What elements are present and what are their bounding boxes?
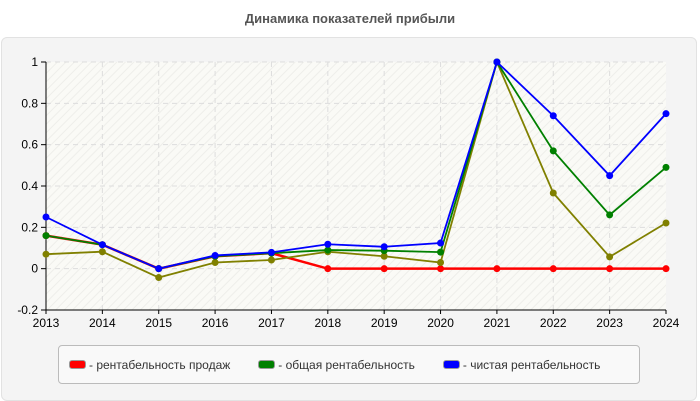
data-point [380,243,388,251]
data-point [437,239,445,247]
y-tick-label: 0 [31,262,38,276]
legend-swatch [258,360,276,369]
x-tick-label: 2016 [202,316,229,330]
data-point [606,253,614,261]
data-point [606,172,614,180]
legend-item: - чистая рентабельность [442,357,601,372]
data-point [98,241,106,249]
series-line-2 [45,60,667,270]
data-point [267,256,275,264]
data-point [324,246,332,254]
legend-label: - общая рентабельность [278,357,415,372]
data-point [662,219,670,227]
y-tick-label: 1 [31,55,38,69]
data-point [98,248,106,256]
data-point [549,112,557,120]
data-point [606,265,614,273]
data-point [662,163,670,171]
y-tick-label: 0.8 [21,96,38,110]
legend-item: - общая рентабельность [258,358,415,372]
legend-label: - рентабельность продаж [89,357,231,372]
x-tick-label: 2013 [33,316,60,330]
data-point [211,258,219,266]
legend-label: - чистая рентабельность [462,357,601,372]
y-tick-label: 0.6 [21,138,38,152]
data-point [549,265,557,273]
data-point [549,189,557,197]
data-point [549,147,557,155]
data-point [324,240,332,248]
legend-swatch [69,360,86,369]
x-tick-label: 2019 [371,316,398,330]
data-point [42,232,50,240]
x-tick-label: 2022 [540,316,567,330]
data-point [211,251,219,259]
data-point [267,248,275,256]
legend: - рентабельность продаж - общая рентабель… [58,345,640,384]
x-tick-label: 2021 [484,316,511,330]
data-point [324,265,332,273]
y-tick-label: -0.2 [17,303,38,317]
data-point [493,58,501,66]
data-point [437,265,445,273]
x-tick-label: 2014 [89,316,116,330]
data-point [662,265,670,273]
data-point [606,211,614,219]
data-point [493,265,501,273]
data-point [42,213,50,221]
data-point [437,258,445,266]
data-point [155,265,163,273]
series-line-3 [45,59,667,279]
data-point [155,274,163,282]
x-tick-label: 2020 [427,316,454,330]
data-point [42,250,50,258]
x-tick-label: 2015 [145,316,172,330]
y-tick-label: 0.2 [21,220,38,234]
data-point [380,252,388,260]
x-tick-label: 2017 [258,316,285,330]
chart-title: Динамика показателей прибыли [244,11,456,26]
x-tick-label: 2023 [596,316,623,330]
legend-swatch [442,360,460,369]
data-point [437,248,445,256]
x-tick-label: 2018 [314,316,341,330]
legend-item: - рентабельность продаж [69,358,230,372]
x-tick-label: 2024 [653,316,680,330]
data-point [662,110,670,118]
y-tick-label: 0.4 [21,179,38,193]
data-point [380,265,388,273]
